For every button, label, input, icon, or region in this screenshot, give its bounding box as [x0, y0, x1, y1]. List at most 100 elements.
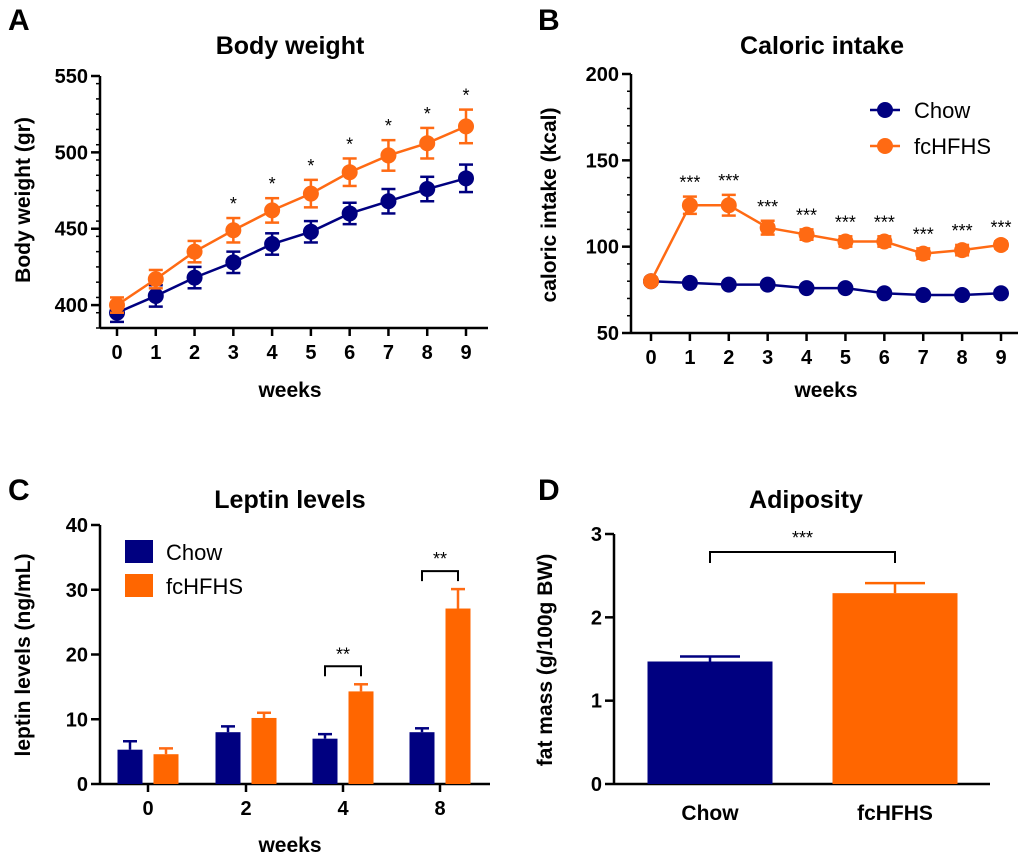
bar-chow [312, 738, 338, 784]
significance-marker: *** [796, 205, 817, 225]
data-point-fchfhs [954, 242, 971, 259]
y-tick-label-a: 400 [55, 295, 88, 317]
legend-swatch-fchfhs [125, 574, 153, 597]
x-tick-label-b: 9 [995, 347, 1006, 369]
significance-marker: *** [718, 171, 739, 191]
x-tick-label-a: 0 [111, 342, 122, 364]
data-point-fchfhs [837, 233, 854, 250]
data-point-chow [837, 280, 854, 297]
data-point-fchfhs [643, 273, 659, 290]
x-tick-label-d: Chow [681, 802, 739, 825]
significance-marker: * [230, 194, 237, 214]
data-point-chow [147, 287, 164, 304]
x-tick-label-c: 2 [240, 798, 251, 820]
data-point-fchfhs [798, 226, 815, 243]
significance-marker: ** [336, 644, 350, 664]
x-tick-label-a: 1 [150, 342, 161, 364]
significance-marker: *** [952, 221, 973, 241]
y-tick-label-b: 150 [586, 150, 619, 172]
legend-label-fchfhs: fcHFHS [166, 574, 243, 599]
significance-marker: ** [433, 549, 447, 569]
data-point-chow [954, 287, 971, 304]
data-point-fchfhs [876, 233, 893, 250]
y-tick-label-d: 0 [591, 774, 602, 796]
data-point-fchfhs [993, 236, 1009, 253]
bar-chow [647, 661, 773, 784]
data-point-chow [720, 276, 737, 293]
data-point-fchfhs [720, 197, 737, 214]
significance-marker: *** [990, 217, 1011, 237]
ylabel-d: fat mass (g/100g BW) [534, 554, 557, 766]
significance-marker: * [269, 174, 276, 194]
y-tick-label-c: 20 [66, 645, 88, 667]
x-tick-label-a: 5 [305, 342, 316, 364]
title-adiposity: Adiposity [749, 486, 863, 514]
x-tick-label-d: fcHFHS [857, 802, 933, 825]
legend-label-chow: Chow [166, 540, 222, 565]
bar-fchfhs [832, 593, 958, 784]
title-leptin-levels: Leptin levels [214, 486, 365, 514]
x-tick-label-b: 3 [762, 347, 773, 369]
legend-swatch-chow [125, 540, 153, 563]
x-tick-label-a: 9 [460, 342, 471, 364]
x-tick-label-c: 4 [337, 798, 349, 820]
bar-chow [117, 749, 143, 784]
x-tick-label-a: 4 [267, 342, 279, 364]
data-point-chow [681, 274, 698, 291]
data-point-chow [798, 280, 815, 297]
y-tick-label-b: 50 [597, 323, 619, 345]
ylabel-b: caloric intake (kcal) [538, 108, 561, 303]
bar-chow [215, 732, 241, 784]
data-point-fchfhs [458, 118, 474, 135]
bar-fchfhs [348, 691, 374, 784]
significance-marker: *** [874, 212, 895, 232]
title-body-weight: Body weight [216, 32, 365, 60]
legend-marker-chow [877, 102, 893, 118]
xlabel-a: weeks [257, 379, 321, 402]
x-tick-label-b: 6 [879, 347, 890, 369]
series-line-chow [116, 177, 467, 314]
y-tick-label-c: 40 [66, 515, 88, 537]
significance-bracket [421, 570, 459, 582]
panel-letter-b: B [538, 4, 560, 37]
data-point-chow [302, 223, 319, 240]
significance-marker: * [346, 134, 353, 154]
series-line-chow [650, 279, 1002, 297]
title-caloric-intake: Caloric intake [740, 32, 904, 60]
significance-marker: *** [913, 224, 934, 244]
legend-marker-fchfhs [877, 138, 893, 154]
y-tick-label-b: 200 [586, 64, 619, 86]
bar-fchfhs [153, 754, 179, 784]
x-tick-label-b: 2 [723, 347, 734, 369]
xlabel-c: weeks [257, 834, 321, 857]
x-tick-label-c: 8 [434, 798, 445, 820]
bar-fchfhs [251, 717, 277, 784]
x-tick-label-b: 0 [645, 347, 656, 369]
y-tick-label-a: 500 [55, 142, 88, 164]
data-point-chow [419, 181, 436, 198]
y-tick-label-a: 550 [55, 66, 88, 88]
data-point-chow [915, 287, 932, 304]
bar-chow [409, 732, 435, 784]
ylabel-a: Body weight (gr) [12, 117, 35, 283]
significance-marker: *** [792, 528, 813, 548]
data-point-chow [759, 276, 776, 293]
x-tick-label-b: 8 [957, 347, 968, 369]
y-tick-label-c: 10 [66, 709, 88, 731]
x-tick-label-b: 7 [918, 347, 929, 369]
y-tick-label-d: 1 [591, 691, 602, 713]
x-tick-label-a: 6 [344, 342, 355, 364]
series-line-fchfhs [649, 203, 1002, 282]
panel-letter-d: D [538, 474, 560, 507]
significance-bracket [324, 665, 362, 677]
data-point-fchfhs [915, 245, 932, 262]
data-point-chow [186, 269, 203, 286]
data-point-chow [876, 285, 893, 302]
data-point-chow [380, 193, 397, 210]
legend-label-chow: Chow [914, 98, 970, 123]
y-tick-label-c: 30 [66, 580, 88, 602]
x-tick-label-a: 7 [383, 342, 394, 364]
significance-marker: *** [835, 212, 856, 232]
data-point-chow [993, 285, 1009, 302]
